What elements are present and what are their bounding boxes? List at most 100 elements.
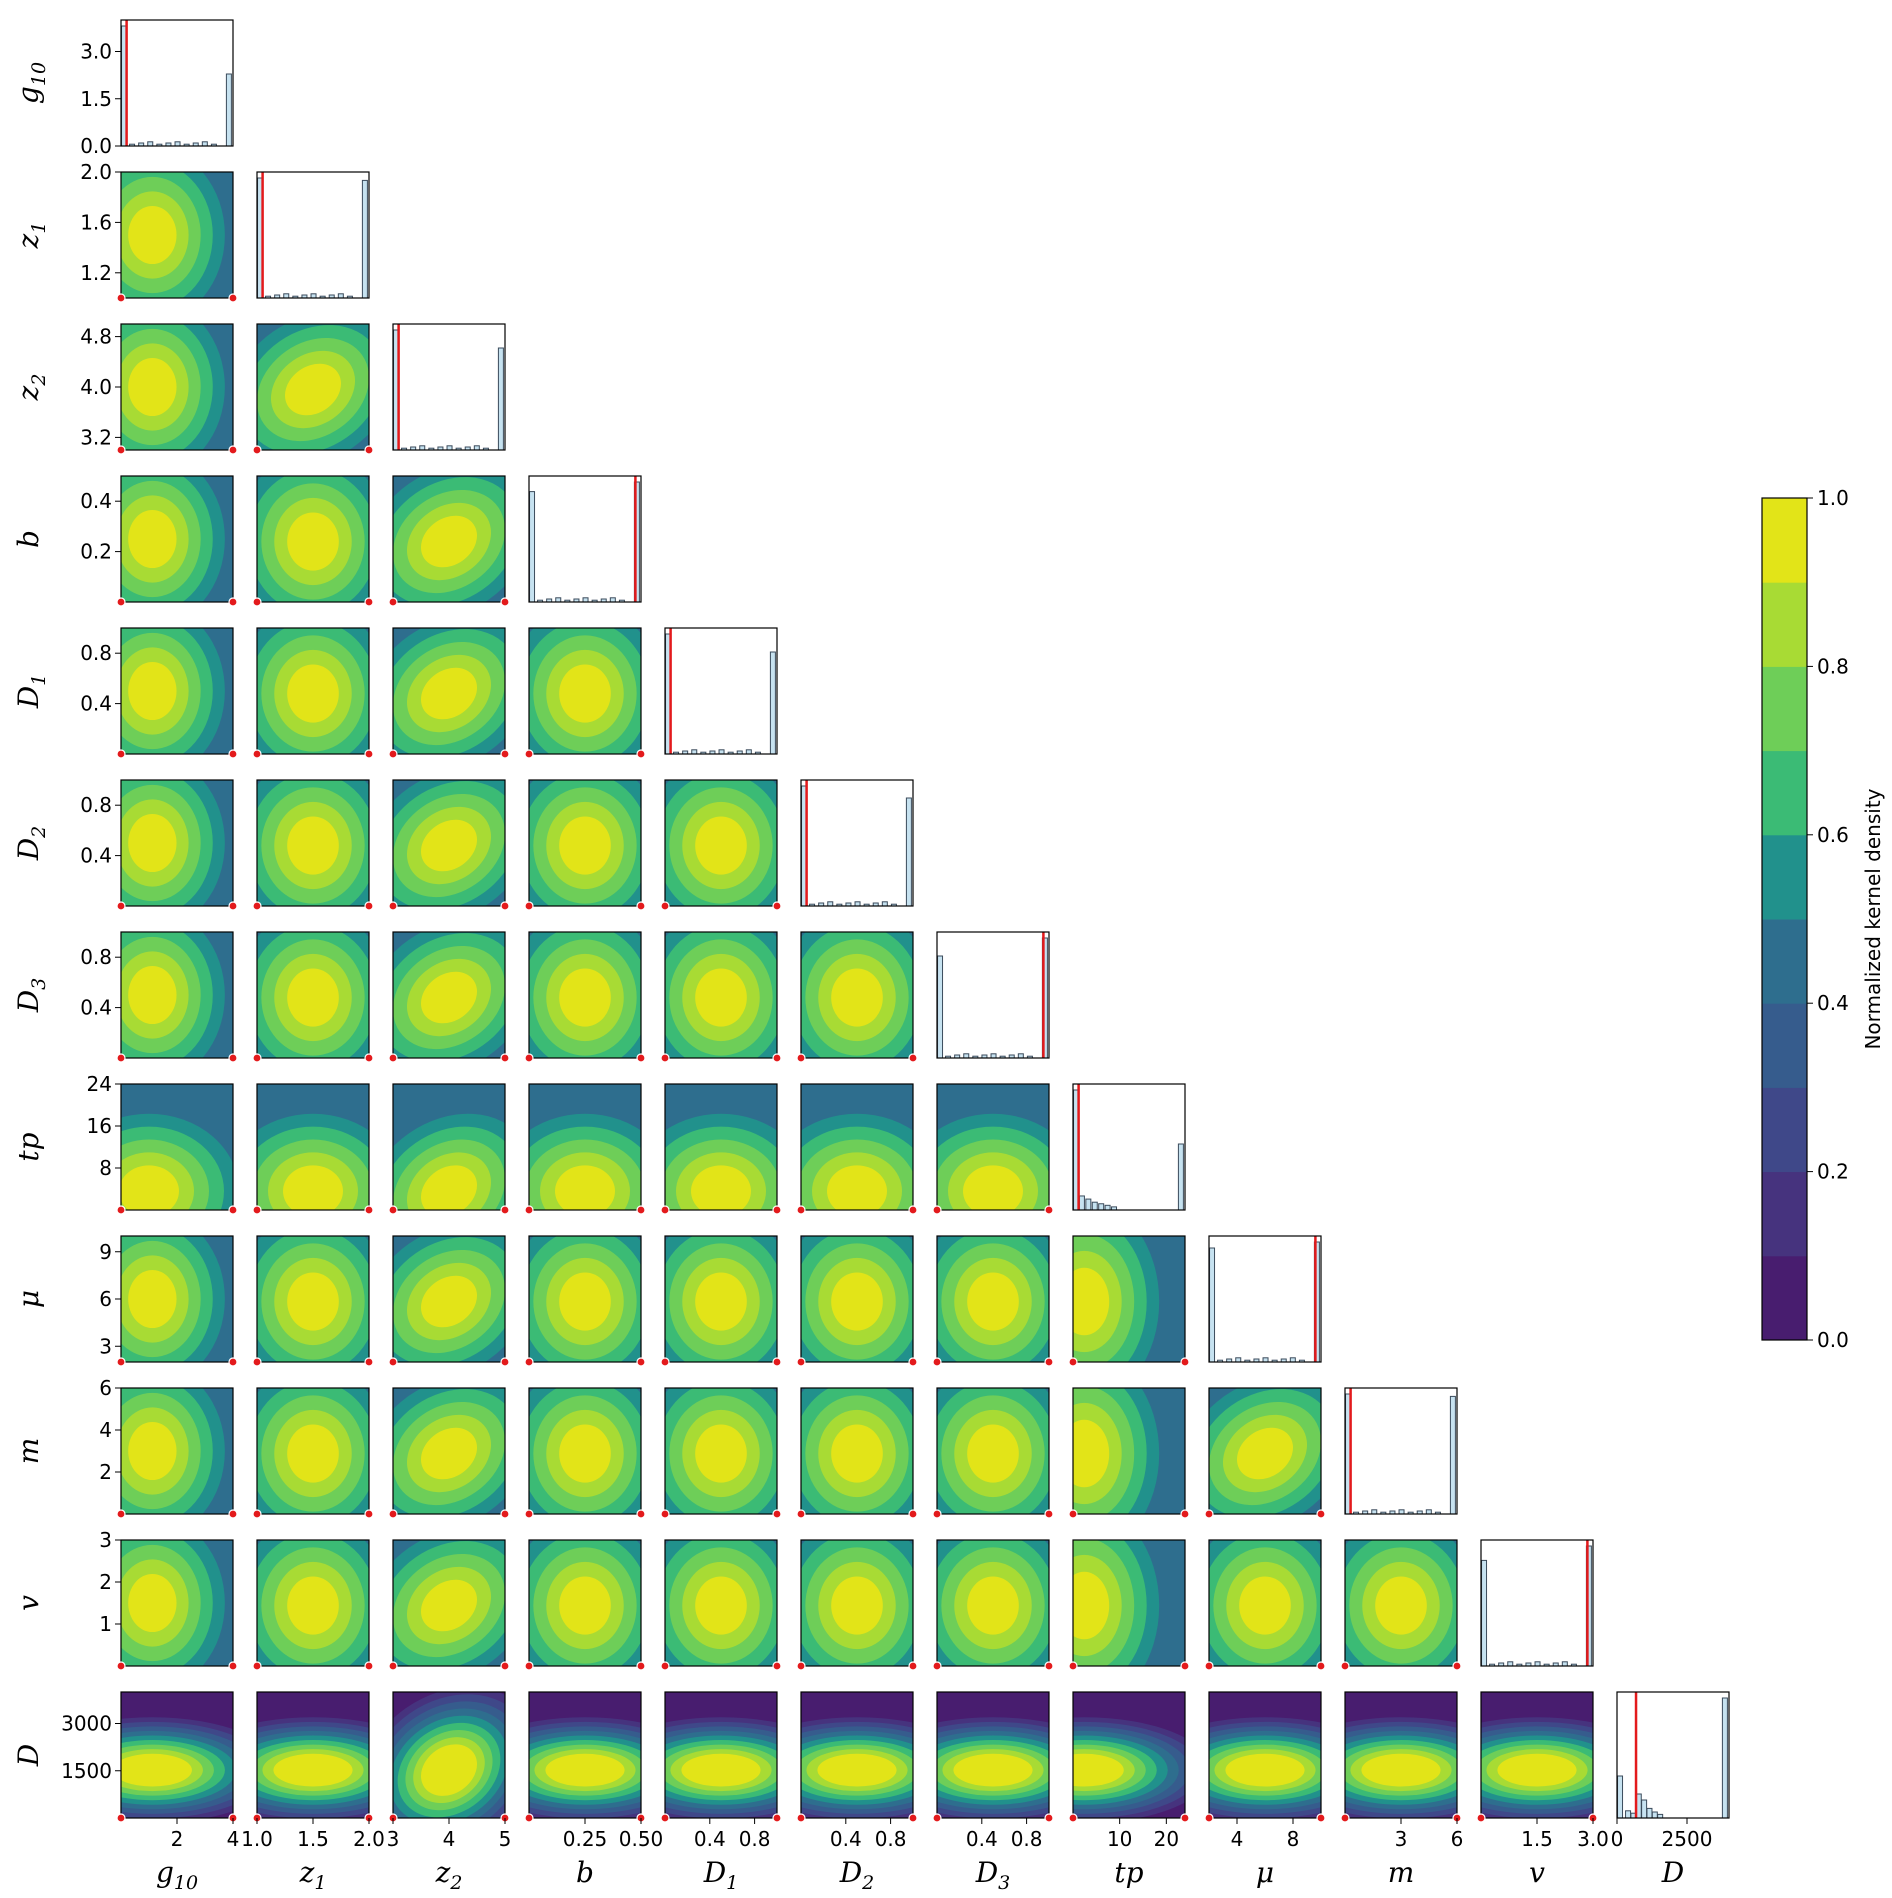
contour-panel-D-b <box>524 1691 646 1823</box>
histogram-bar <box>1617 1775 1624 1819</box>
corner-marker <box>252 597 262 607</box>
ytick-label: 3.0 <box>80 40 112 64</box>
corner-marker <box>908 1813 918 1823</box>
corner-marker <box>1204 1509 1214 1519</box>
corner-marker <box>636 1357 646 1367</box>
corner-marker <box>1180 1509 1190 1519</box>
corner-marker <box>772 1205 782 1215</box>
histogram-bar <box>201 141 208 147</box>
corner-marker <box>772 1813 782 1823</box>
xlabel-mu: μ <box>1256 1856 1274 1889</box>
corner-marker <box>1340 1661 1350 1671</box>
contour-panel-mu-z1 <box>252 1235 374 1367</box>
ylabel-g10: g10 <box>12 62 50 104</box>
ytick-label: 0.4 <box>80 996 112 1020</box>
xtick-label: 0.4 <box>694 1827 726 1851</box>
corner-marker <box>636 749 646 759</box>
ytick-label: 2 <box>99 1570 112 1594</box>
corner-marker <box>1068 1509 1078 1519</box>
contour-panel-m-b <box>524 1387 646 1519</box>
corner-marker <box>908 1509 918 1519</box>
contour-panel-D2-g10 <box>116 779 238 911</box>
contour-panel-D-z1 <box>252 1691 374 1823</box>
corner-marker <box>908 1357 918 1367</box>
colorbar-band <box>1762 750 1807 836</box>
corner-marker <box>252 1357 262 1367</box>
corner-marker <box>116 1661 126 1671</box>
histogram-bar <box>1091 1201 1098 1211</box>
corner-marker <box>364 749 374 759</box>
ytick-label: 6 <box>99 1376 112 1400</box>
histogram-panel-mu <box>1208 1235 1322 1363</box>
corner-marker <box>1180 1813 1190 1823</box>
contour-panel-v-tp <box>1068 1539 1190 1671</box>
xlabel-z2: z2 <box>435 1856 463 1894</box>
histogram-panel-D3 <box>936 931 1050 1059</box>
colorbar-band <box>1762 1087 1807 1173</box>
corner-marker <box>116 749 126 759</box>
colorbar-band <box>1762 582 1807 667</box>
contour-panel-D1-g10 <box>116 627 238 759</box>
ylabel-m: m <box>12 1438 45 1465</box>
contour-panel-v-D3 <box>932 1539 1054 1671</box>
ytick-label: 3 <box>99 1334 112 1358</box>
corner-marker <box>500 1357 510 1367</box>
corner-marker <box>500 597 510 607</box>
contour-panel-z1-g10 <box>116 171 238 303</box>
corner-marker <box>116 445 126 455</box>
histogram-bar <box>529 491 536 603</box>
histogram-bar <box>1371 1509 1378 1515</box>
corner-marker <box>1204 1813 1214 1823</box>
histogram-panel-z2 <box>392 323 506 451</box>
histogram-bar <box>1651 1811 1658 1819</box>
histogram-bar <box>1449 1395 1456 1515</box>
xtick-label: 2500 <box>1662 1827 1713 1851</box>
contour-panel-v-g10 <box>116 1539 238 1671</box>
corner-marker <box>500 1205 510 1215</box>
ytick-label: 4.0 <box>80 375 112 399</box>
ylabel-z2: z2 <box>12 374 50 402</box>
corner-marker <box>796 1509 806 1519</box>
corner-marker <box>660 1357 670 1367</box>
ytick-label: 1500 <box>61 1759 112 1783</box>
corner-marker <box>500 1509 510 1519</box>
xtick-label: 0 <box>1611 1827 1624 1851</box>
histogram-bar <box>937 955 944 1059</box>
histogram-bar <box>1398 1509 1405 1515</box>
contour-panel-z2-z1 <box>252 323 374 455</box>
contour-panel-tp-D1 <box>660 1083 782 1215</box>
corner-marker <box>1204 1661 1214 1671</box>
corner-marker <box>1044 1813 1054 1823</box>
corner-marker <box>228 293 238 303</box>
xtick-label: 3 <box>387 1827 400 1851</box>
corner-marker <box>388 1053 398 1063</box>
ytick-label: 3.2 <box>80 425 112 449</box>
histogram-bar <box>310 293 317 299</box>
contour-panel-tp-b <box>524 1083 646 1215</box>
corner-marker <box>252 901 262 911</box>
ytick-label: 2 <box>99 1460 112 1484</box>
histogram-bar <box>827 901 834 907</box>
xlabel-D2: D2 <box>839 1856 875 1894</box>
xlabel-z1: z1 <box>299 1856 327 1894</box>
corner-marker <box>1044 1509 1054 1519</box>
xtick-label: 3 <box>1395 1827 1408 1851</box>
contour-panel-D1-z1 <box>252 627 374 759</box>
histogram-bar <box>147 141 154 147</box>
corner-marker <box>364 445 374 455</box>
contour-panel-D3-b <box>524 931 646 1063</box>
xtick-label: 2 <box>171 1827 184 1851</box>
xlabel-D1: D1 <box>703 1856 739 1894</box>
contour-panel-D-D1 <box>660 1691 782 1823</box>
xtick-label: 5 <box>499 1827 512 1851</box>
histogram-bar <box>497 347 504 451</box>
contour-panel-D-m <box>1340 1691 1462 1823</box>
contour-panel-v-z1 <box>252 1539 374 1671</box>
corner-marker <box>228 1053 238 1063</box>
corner-marker <box>908 1205 918 1215</box>
contour-panel-mu-tp <box>1068 1235 1190 1367</box>
corner-marker <box>388 1205 398 1215</box>
corner-marker <box>252 445 262 455</box>
corner-marker <box>932 1813 942 1823</box>
xtick-label: 10 <box>1107 1827 1132 1851</box>
